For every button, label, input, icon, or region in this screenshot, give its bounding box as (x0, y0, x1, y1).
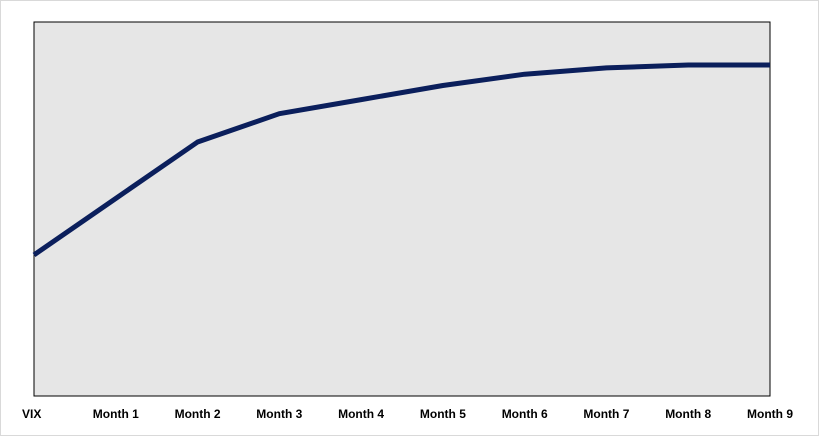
x-tick-label: Month 6 (502, 407, 548, 421)
x-tick-label: Month 9 (747, 407, 793, 421)
series-line-0 (32, 62, 770, 257)
x-tick-label: Month 4 (338, 407, 384, 421)
x-tick-label: Month 8 (665, 407, 711, 421)
x-axis-tick-labels: VIX Month 1 Month 2 Month 3 Month 4 Month 5 Mo… (22, 407, 793, 421)
plot-area (33, 21, 771, 397)
x-tick-label: Month 1 (93, 407, 139, 421)
x-tick-label: Month 5 (420, 407, 466, 421)
x-tick-label: VIX (22, 407, 41, 421)
x-tick-label: Month 3 (256, 407, 302, 421)
x-tick-label: Month 7 (583, 407, 629, 421)
series-layer (32, 62, 770, 257)
x-tick-label: Month 2 (175, 407, 221, 421)
